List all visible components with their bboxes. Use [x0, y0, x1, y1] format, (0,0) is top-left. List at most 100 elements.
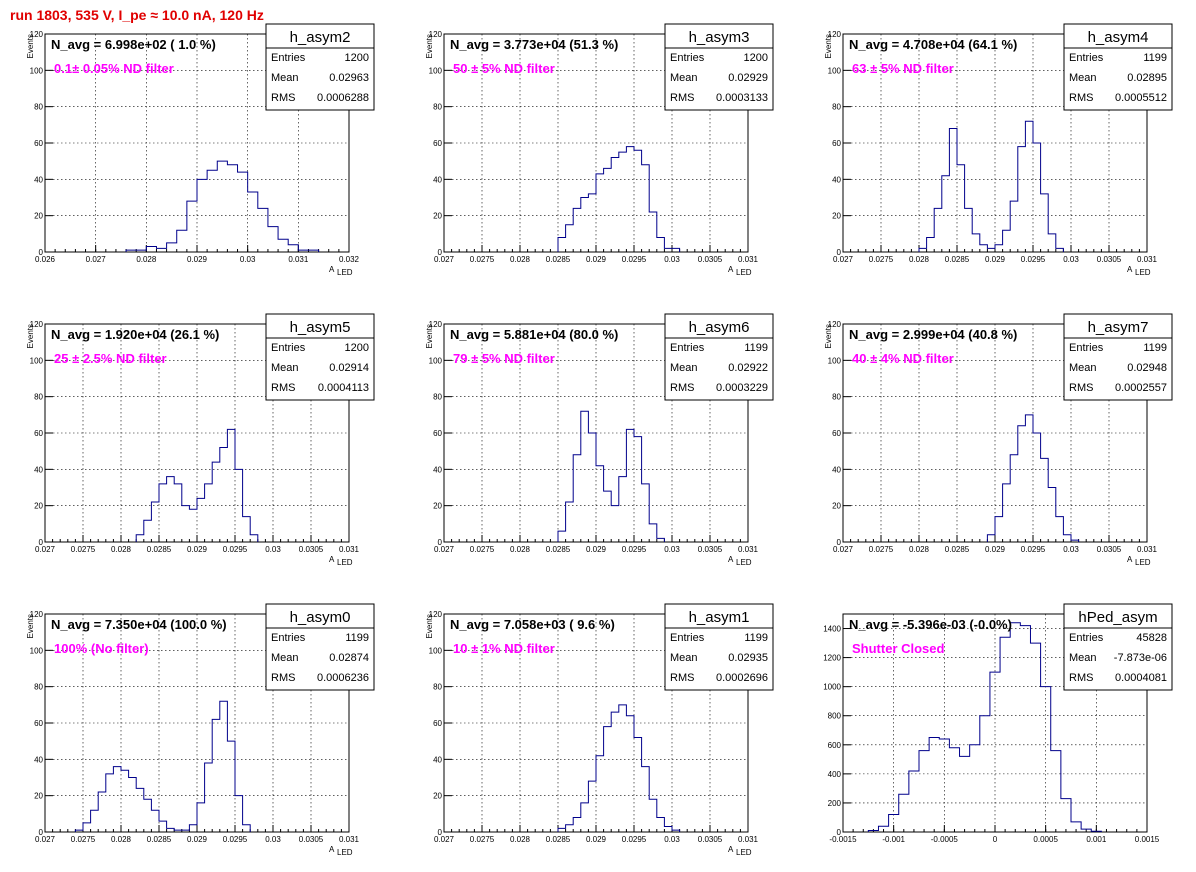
stats-title-box [265, 603, 375, 629]
stats-title-box [265, 313, 375, 339]
y-tick-label: 40 [433, 465, 442, 474]
y-tick-label: 100 [429, 646, 443, 655]
stats-mean-label: Mean [271, 362, 299, 374]
y-axis-title: Events [26, 34, 35, 58]
stats-rms-label: RMS [1069, 382, 1093, 394]
x-axis-title: A [728, 845, 734, 854]
filter-label: 40 ± 4% ND filter [852, 351, 954, 366]
y-axis-title: Events [425, 34, 434, 58]
navg-label: N_avg = 3.773e+04 (51.3 %) [450, 37, 618, 52]
y-tick-label: 0 [837, 538, 842, 547]
x-tick-label: 0.03 [1063, 255, 1079, 264]
x-tick-label: 0.03 [664, 835, 680, 844]
histogram-series [986, 414, 1080, 542]
x-axis-title-sub: LED [1135, 268, 1151, 277]
x-axis-title-sub: LED [736, 848, 752, 857]
y-tick-label: 100 [828, 356, 842, 365]
stats-title: h_asym5 [290, 319, 351, 336]
x-tick-label: 0.031 [738, 255, 759, 264]
stats-rms-value: 0.0006288 [317, 92, 369, 104]
filter-label: 0.1± 0.05% ND filter [54, 61, 174, 76]
y-tick-label: 0 [438, 828, 443, 837]
navg-label: N_avg = 4.708e+04 (64.1 %) [849, 37, 1017, 52]
navg-label: N_avg = 5.881e+04 (80.0 %) [450, 327, 618, 342]
stats-rms-label: RMS [271, 382, 295, 394]
x-tick-label: 0 [993, 835, 998, 844]
y-axis-title: Events [824, 324, 833, 348]
y-axis-title: Events [824, 34, 833, 58]
stats-title-box [1063, 313, 1173, 339]
y-tick-label: 100 [828, 66, 842, 75]
y-axis-title: Events [425, 614, 434, 638]
y-tick-label: 1000 [823, 683, 841, 692]
stats-title: h_asym7 [1088, 319, 1149, 336]
x-tick-label: 0.028 [136, 255, 157, 264]
x-axis-title: A [329, 555, 335, 564]
x-tick-label: 0.03 [664, 545, 680, 554]
stats-mean-value: 0.02895 [1127, 72, 1167, 84]
stats-box [1063, 337, 1173, 401]
stats-box [664, 627, 774, 691]
x-tick-label: -0.0015 [829, 835, 857, 844]
x-axis-title-sub: LED [337, 558, 353, 567]
x-tick-label: 0.0305 [698, 835, 723, 844]
filter-label: Shutter Closed [852, 641, 945, 656]
x-tick-label: 0.0285 [546, 545, 571, 554]
x-tick-label: 0.0295 [223, 545, 248, 554]
x-tick-label: 0.0275 [71, 835, 96, 844]
x-tick-label: 0.0005 [1033, 835, 1058, 844]
histogram-panel-h_asym0: 0.027 0.0275 0.028 0.0285 0.029 0.0295 0.03 0.0… [26, 603, 375, 857]
x-tick-label: 0.0285 [945, 545, 970, 554]
x-tick-label: 0.0295 [622, 545, 647, 554]
y-tick-label: 120 [30, 610, 44, 619]
x-tick-label: 0.027 [434, 835, 455, 844]
histogram-panel-h_asym1: 0.027 0.0275 0.028 0.0285 0.029 0.0295 0.03 0.0… [425, 603, 774, 857]
x-tick-label: 0.027 [833, 255, 854, 264]
y-tick-label: 20 [433, 502, 442, 511]
stats-mean-label: Mean [670, 362, 698, 374]
y-tick-label: 1200 [823, 654, 841, 663]
histogram-panel-h_asym4: 0.027 0.0275 0.028 0.0285 0.029 0.0295 0.03 0.0… [824, 23, 1173, 277]
histogram-series [918, 120, 1064, 252]
y-tick-label: 100 [30, 356, 44, 365]
stats-entries-value: 1200 [744, 52, 768, 64]
stats-rms-value: 0.0004081 [1115, 672, 1167, 684]
stats-mean-value: -7.873e-06 [1114, 652, 1167, 664]
histogram-series [74, 700, 251, 832]
histogram-panel-h_asym5: 0.027 0.0275 0.028 0.0285 0.029 0.0295 0.03 0.0… [26, 313, 375, 567]
y-tick-label: 120 [30, 320, 44, 329]
histogram-panel-h_asym6: 0.027 0.0275 0.028 0.0285 0.029 0.0295 0.03 0.0… [425, 313, 774, 567]
x-tick-label: 0.029 [586, 835, 607, 844]
stats-entries-value: 1200 [345, 342, 369, 354]
y-tick-label: 60 [34, 139, 43, 148]
y-tick-label: 80 [832, 393, 841, 402]
stats-title-box [1063, 603, 1173, 629]
y-axis-title: Events [26, 324, 35, 348]
x-tick-label: 0.0295 [622, 835, 647, 844]
y-tick-label: 20 [34, 792, 43, 801]
stats-title: h_asym0 [290, 609, 351, 626]
y-tick-label: 60 [832, 429, 841, 438]
x-tick-label: 0.0285 [546, 255, 571, 264]
stats-mean-label: Mean [271, 72, 299, 84]
x-tick-label: 0.03 [240, 255, 256, 264]
x-tick-label: 0.0275 [470, 835, 495, 844]
x-tick-label: 0.031 [1137, 255, 1158, 264]
histogram-panel-h_asym3: 0.027 0.0275 0.028 0.0285 0.029 0.0295 0.03 0.0… [425, 23, 774, 277]
stats-box [265, 627, 375, 691]
stats-title: h_asym2 [290, 29, 351, 46]
y-tick-label: 60 [433, 139, 442, 148]
stats-rms-label: RMS [271, 92, 295, 104]
x-tick-label: -0.001 [882, 835, 905, 844]
stats-entries-value: 1199 [1143, 52, 1167, 64]
x-tick-label: 0.03 [664, 255, 680, 264]
x-tick-label: 0.03 [265, 835, 281, 844]
x-tick-label: 0.029 [985, 255, 1006, 264]
y-tick-label: 20 [832, 212, 841, 221]
stats-mean-label: Mean [271, 652, 299, 664]
stats-box [1063, 47, 1173, 111]
y-tick-label: 80 [34, 393, 43, 402]
y-tick-label: 60 [34, 719, 43, 728]
stats-box [1063, 627, 1173, 691]
